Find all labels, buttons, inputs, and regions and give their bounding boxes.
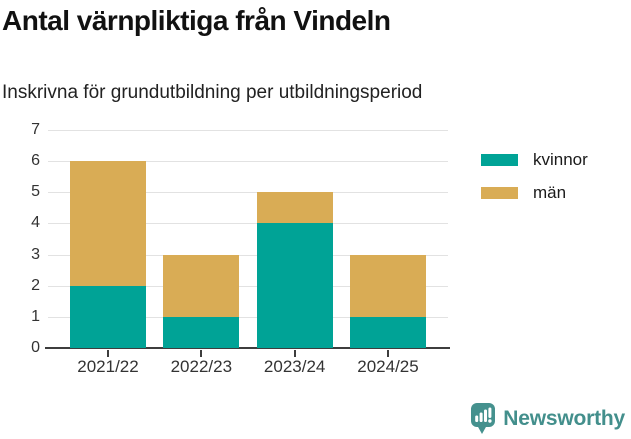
bar-segment-kvinnor	[70, 285, 146, 348]
x-tick-mark	[200, 350, 203, 357]
y-tick-label: 1	[31, 307, 40, 325]
legend-item-män: män	[481, 183, 588, 203]
x-axis-line	[45, 346, 450, 349]
chart-subtitle: Inskrivna för grundutbildning per utbild…	[2, 82, 423, 103]
bar-segment-män	[256, 192, 333, 224]
bar-2023/24	[256, 130, 333, 357]
y-tick-label: 6	[31, 152, 40, 170]
x-tick-label: 2021/22	[77, 357, 139, 376]
bar-2022/23	[163, 130, 240, 357]
x-tick-mark	[107, 350, 109, 357]
bar-chart-speech-bubble-icon	[471, 403, 496, 434]
bar-segment-män	[163, 254, 240, 317]
gridline-5	[48, 192, 448, 194]
plot-area	[45, 130, 450, 349]
gridline-4	[48, 223, 448, 225]
bar-2021/22	[70, 130, 146, 357]
legend: kvinnor män	[481, 150, 588, 216]
x-tick-mark	[386, 350, 389, 357]
bar-segment-kvinnor	[349, 316, 426, 348]
y-tick-label: 2	[31, 276, 40, 294]
x-axis-labels: 2021/22 2022/23 2023/24 2024/25	[48, 357, 448, 377]
y-tick-label: 7	[31, 121, 40, 138]
x-tick-mark	[293, 350, 296, 357]
brand-name: Newsworthy	[503, 406, 625, 430]
bar-segment-kvinnor	[256, 223, 333, 348]
y-tick-label: 0	[31, 339, 40, 356]
legend-swatch-män	[481, 187, 518, 199]
gridline-7	[48, 130, 448, 131]
x-tick-label: 2023/24	[263, 357, 326, 376]
legend-label-kvinnor: kvinnor	[533, 150, 588, 169]
legend-label-män: män	[533, 183, 567, 202]
x-tick-label: 2022/23	[170, 357, 233, 376]
y-tick-label: 5	[31, 183, 40, 201]
bar-segment-män	[349, 254, 426, 317]
newsworthy-brand: Newsworthy	[470, 402, 625, 435]
x-tick-label: 2024/25	[357, 357, 419, 376]
stacked-bar-chart: 0 1 2 3 4 5 6 7 2021/22 2022/23 2023/24 2024/25	[0, 118, 631, 398]
bar-2024/25	[349, 130, 426, 357]
y-axis-labels: 0 1 2 3 4 5 6 7	[0, 121, 40, 356]
legend-swatch-kvinnor	[481, 154, 518, 166]
legend-item-kvinnor: kvinnor	[481, 150, 588, 170]
bar-segment-kvinnor	[163, 316, 240, 348]
bar-segment-män	[70, 161, 146, 286]
y-tick-label: 3	[31, 245, 40, 263]
chart-title: Antal värnpliktiga från Vindeln	[2, 5, 391, 36]
bars	[48, 130, 448, 357]
gridline-1	[48, 316, 448, 318]
gridline-6	[48, 161, 448, 163]
gridline-3	[48, 254, 448, 256]
gridline-2	[48, 285, 448, 287]
y-tick-label: 4	[31, 214, 40, 232]
